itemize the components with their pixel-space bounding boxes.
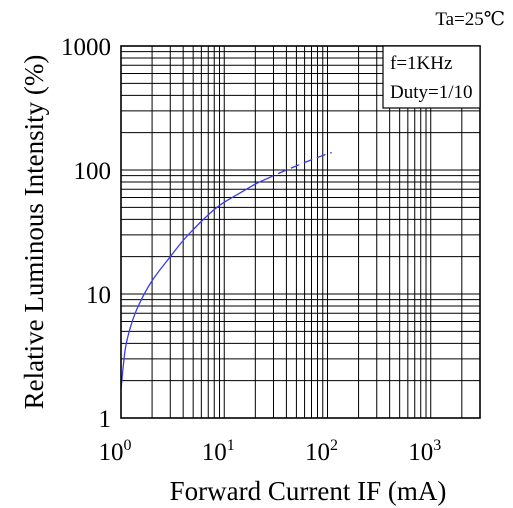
series-line-solid: [120, 178, 266, 390]
y-tick-label: 1: [99, 406, 112, 433]
grid: [121, 46, 480, 418]
annotation-duty: Duty=1/10: [390, 82, 473, 103]
y-tick-label: 10: [86, 282, 111, 309]
x-tick-label: 102: [305, 437, 338, 466]
series-line-dashed: [265, 152, 332, 180]
temperature-label: Ta=25℃: [435, 9, 505, 30]
series-layer: [120, 152, 332, 390]
y-tick-label: 1000: [61, 34, 111, 61]
x-tick-label: 103: [408, 437, 441, 466]
x-axis-label: Forward Current IF (mA): [170, 476, 447, 506]
y-tick-label: 100: [74, 158, 112, 185]
annotation-box: f=1KHz Duty=1/10: [382, 45, 481, 109]
x-tick-label: 100: [99, 437, 132, 466]
annotation-frequency: f=1KHz: [390, 53, 452, 74]
plot-frame: [120, 45, 481, 419]
x-tick-label: 101: [202, 437, 235, 466]
x-tick-labels: 100 101 102 103: [99, 437, 442, 466]
y-tick-labels: 1 10 100 1000: [61, 34, 111, 433]
y-axis-label: Relative Luminous Intensity (%): [19, 55, 49, 410]
